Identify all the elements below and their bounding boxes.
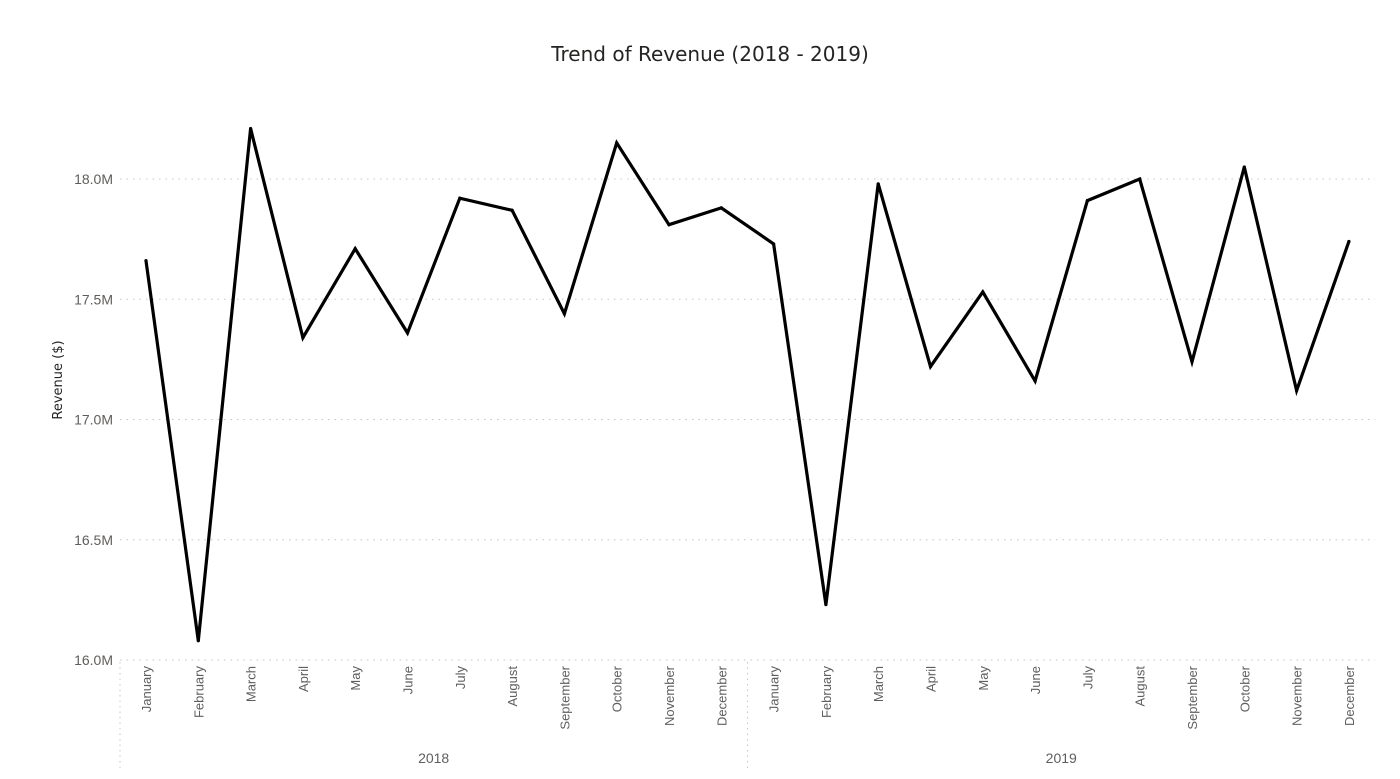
- data-point: [772, 242, 776, 246]
- data-point: [824, 603, 828, 607]
- data-point: [196, 639, 200, 643]
- x-tick-label: June: [401, 666, 416, 694]
- x-tick-label: September: [1185, 665, 1200, 729]
- y-axis-ticks: 16.0M 16.5M 17.0M 17.5M 18.0M: [74, 171, 113, 668]
- x-tick-label: May: [976, 666, 991, 691]
- data-point: [1242, 165, 1246, 169]
- data-point: [405, 331, 410, 335]
- x-tick-label: December: [1342, 665, 1357, 726]
- revenue-series-line: [144, 128, 1351, 642]
- x-tick-label: February: [191, 666, 206, 719]
- y-tick-label: 17.0M: [74, 412, 113, 428]
- x-tick-label: December: [714, 665, 729, 726]
- y-tick-label: 18.0M: [74, 171, 113, 187]
- data-point: [876, 182, 880, 186]
- y-tick-label: 16.5M: [74, 532, 113, 548]
- data-point: [1347, 239, 1351, 244]
- data-point: [353, 247, 357, 251]
- x-tick-label: January: [139, 666, 154, 713]
- data-point: [249, 126, 253, 131]
- x-tick-label: October: [610, 665, 625, 712]
- x-tick-label: June: [1028, 666, 1043, 694]
- year-group-label: 2018: [418, 750, 449, 766]
- data-point: [981, 290, 985, 294]
- data-point: [510, 208, 514, 212]
- x-tick-label: November: [662, 665, 677, 726]
- gridlines: [120, 178, 1375, 661]
- x-tick-label: August: [505, 666, 520, 707]
- data-point: [1295, 389, 1299, 393]
- x-tick-label: April: [296, 666, 311, 692]
- data-point: [1190, 360, 1194, 364]
- x-tick-label: April: [924, 666, 939, 692]
- year-group-label: 2019: [1046, 750, 1077, 766]
- x-tick-label: March: [871, 666, 886, 702]
- data-point: [301, 336, 305, 340]
- x-tick-label: February: [819, 666, 834, 719]
- chart-title: Trend of Revenue (2018 - 2019): [550, 42, 869, 66]
- y-tick-label: 17.5M: [74, 291, 113, 307]
- x-axis-ticks: January February March April May June July Augu…: [139, 665, 1357, 729]
- x-tick-label: January: [767, 666, 782, 713]
- x-tick-label: November: [1290, 665, 1305, 726]
- y-axis-label: Revenue ($): [51, 340, 66, 419]
- data-point: [667, 223, 671, 227]
- x-tick-label: May: [348, 666, 363, 691]
- x-tick-label: July: [453, 666, 468, 690]
- x-tick-label: July: [1080, 666, 1095, 690]
- x-tick-label: October: [1237, 665, 1252, 712]
- data-point: [562, 312, 567, 316]
- data-point: [458, 196, 462, 200]
- data-point: [1033, 379, 1037, 383]
- x-axis-year-groups: 2018 2019: [119, 662, 1077, 770]
- x-tick-label: March: [244, 666, 259, 702]
- series-layer: [144, 126, 1351, 643]
- data-point: [1085, 199, 1089, 203]
- y-tick-label: 16.0M: [74, 652, 113, 668]
- data-point: [615, 141, 619, 145]
- x-tick-label: September: [557, 665, 572, 729]
- x-tick-label: August: [1133, 666, 1148, 707]
- data-point: [144, 259, 148, 263]
- data-point: [719, 206, 723, 210]
- data-point: [928, 364, 933, 369]
- data-point: [1138, 177, 1142, 181]
